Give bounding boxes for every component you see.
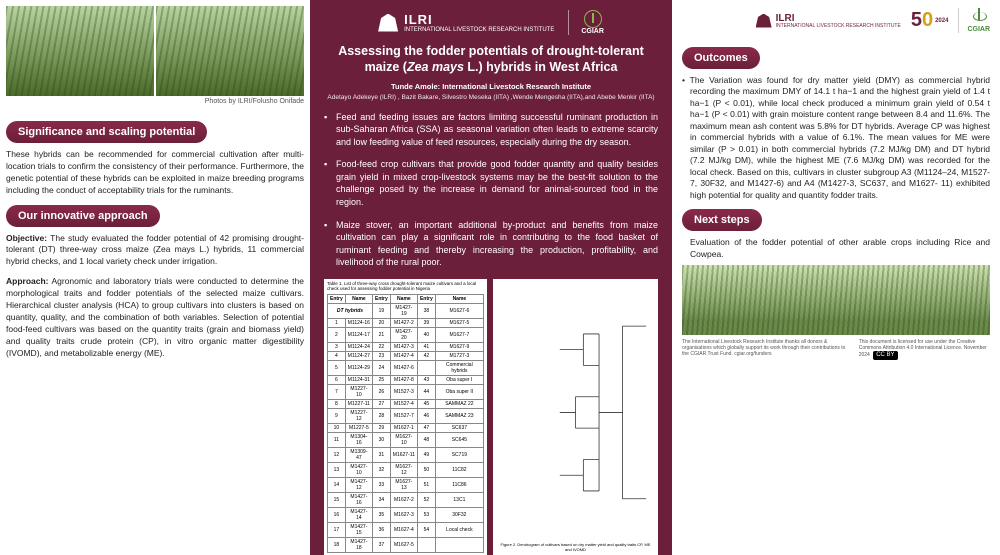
figure-2: Figure 2. Dendrogram of cultivars based … (493, 279, 658, 555)
table-1: Table 1. List of three-way cross drought… (324, 279, 487, 555)
year-label: 2024 (935, 18, 948, 24)
approach-body: Agronomic and laboratory trials were con… (6, 276, 304, 357)
section-outcomes: Outcomes (682, 47, 760, 69)
significance-text: These hybrids can be recommended for com… (6, 149, 304, 197)
ilri-logo-dark: ILRI INTERNATIONAL LIVESTOCK RESEARCH IN… (756, 13, 901, 29)
dendrogram-icon (497, 283, 654, 542)
ilri-logo-block: ILRI INTERNATIONAL LIVESTOCK RESEARCH IN… (378, 12, 554, 33)
ilri-wordmark: ILRI INTERNATIONAL LIVESTOCK RESEARCH IN… (404, 12, 554, 33)
cgiar-icon-green (970, 8, 988, 26)
right-column: ILRI INTERNATIONAL LIVESTOCK RESEARCH IN… (672, 0, 1000, 555)
maize-photo-2 (156, 6, 304, 96)
photo-caption: Photos by ILRI/Folusho Onifade (6, 98, 304, 105)
fifty-logo: 50 2024 (911, 9, 949, 32)
key-points: Feed and feeding issues are factors limi… (324, 111, 658, 270)
cgiar-name: CGIAR (581, 28, 604, 35)
ilri-subtitle: INTERNATIONAL LIVESTOCK RESEARCH INSTITU… (404, 27, 554, 33)
poster-title: Assessing the fodder potentials of droug… (324, 43, 658, 76)
approach-label: Approach: (6, 276, 49, 286)
bullet-2: Food-feed crop cultivars that provide go… (324, 158, 658, 208)
footer-license: This document is licensed for use under … (859, 339, 990, 360)
section-next-steps: Next steps (682, 209, 762, 231)
ilri-name: ILRI (404, 12, 554, 27)
cc-badge: CC BY (873, 351, 897, 360)
mid-logos: ILRI INTERNATIONAL LIVESTOCK RESEARCH IN… (324, 10, 658, 35)
cgiar-block: CGIAR (568, 10, 604, 35)
ilri-icon (378, 14, 398, 32)
figures-row: Table 1. List of three-way cross drought… (324, 279, 658, 555)
co-authors: Adetayo Adekeye (ILRI) , Bazit Bakare, S… (324, 94, 658, 101)
section-approach: Our innovative approach (6, 205, 160, 227)
objective-body: The study evaluated the fodder potential… (6, 233, 304, 267)
footer: The International Livestock Research Ins… (682, 339, 990, 360)
right-logos: ILRI INTERNATIONAL LIVESTOCK RESEARCH IN… (682, 8, 990, 33)
left-column: Photos by ILRI/Folusho Onifade Significa… (0, 0, 310, 555)
outcomes-text: The Variation was found for dry matter y… (682, 75, 990, 201)
ilri-wordmark-dark: ILRI INTERNATIONAL LIVESTOCK RESEARCH IN… (776, 13, 901, 29)
objective-label: Objective: (6, 233, 47, 243)
footer-funders: The International Livestock Research Ins… (682, 339, 853, 360)
cgiar-icon (584, 10, 602, 28)
ilri-icon-dark (756, 14, 772, 28)
table-caption: Table 1. List of three-way cross drought… (327, 282, 484, 292)
maize-photo-1 (6, 6, 154, 96)
cultivar-table: EntryNameEntryNameEntryNameDT hybrids19M… (327, 294, 484, 553)
photo-row (6, 6, 304, 96)
next-steps-text: Evaluation of the fodder potential of ot… (682, 237, 990, 261)
approach-text: Approach: Agronomic and laboratory trial… (6, 276, 304, 359)
maize-photo-bottom (682, 265, 990, 335)
bullet-1: Feed and feeding issues are factors limi… (324, 111, 658, 149)
objective-text: Objective: The study evaluated the fodde… (6, 233, 304, 269)
lead-author: Tunde Amole: International Livestock Res… (324, 82, 658, 91)
section-significance: Significance and scaling potential (6, 121, 207, 143)
bullet-3: Maize stover, an important additional by… (324, 219, 658, 269)
cgiar-logo-green: CGIAR (958, 8, 990, 33)
middle-column: ILRI INTERNATIONAL LIVESTOCK RESEARCH IN… (310, 0, 672, 555)
dendro-caption: Figure 2. Dendrogram of cultivars based … (497, 542, 654, 552)
